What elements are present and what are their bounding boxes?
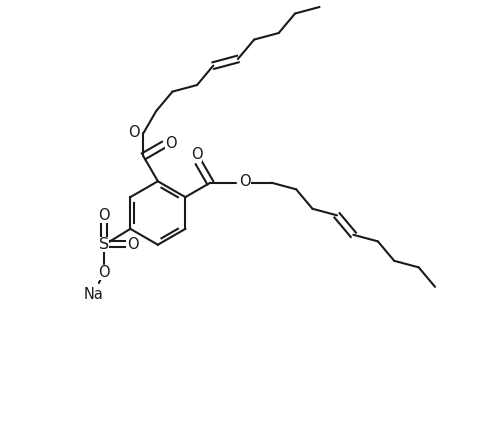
Text: O: O <box>127 236 138 252</box>
Text: O: O <box>98 208 109 223</box>
Text: O: O <box>190 147 202 161</box>
Text: O: O <box>98 265 109 279</box>
Text: Na: Na <box>83 288 103 302</box>
Text: O: O <box>128 125 140 140</box>
Text: S: S <box>99 236 109 252</box>
Text: O: O <box>239 174 250 190</box>
Text: O: O <box>165 136 177 151</box>
